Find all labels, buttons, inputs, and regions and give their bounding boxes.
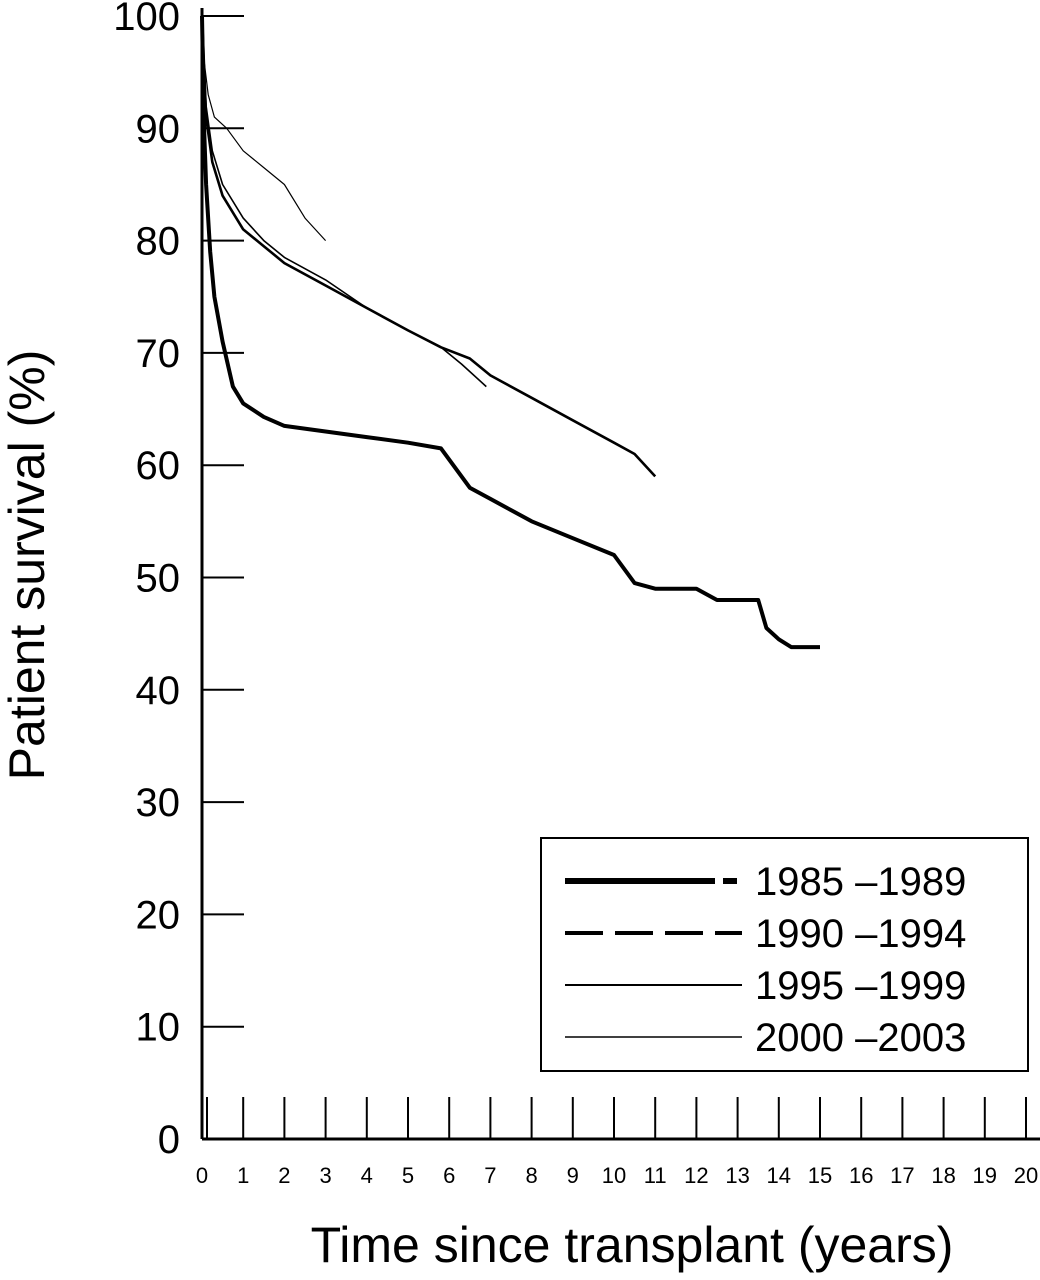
x-tick-label: 17 <box>890 1163 914 1188</box>
y-axis-ticks: 0 10 20 30 40 50 60 70 80 90 100 <box>113 0 244 1162</box>
x-tick-label: 6 <box>443 1163 455 1188</box>
y-tick-label: 80 <box>136 220 181 264</box>
y-tick-label: 100 <box>113 0 180 39</box>
x-tick-label: 11 <box>644 1163 667 1188</box>
y-tick-label: 30 <box>136 781 181 825</box>
x-tick-label: 14 <box>767 1163 791 1188</box>
x-tick-label: 18 <box>931 1163 955 1188</box>
x-tick-label: 10 <box>602 1163 626 1188</box>
legend-label-4: 2000 –2003 <box>755 1016 966 1060</box>
axes <box>200 8 1040 1141</box>
series-line-4 <box>201 15 327 242</box>
x-axis-ticks: 0 1 2 3 4 5 6 7 8 9 10 11 12 13 14 15 16 17 18 19 20 <box>196 1097 1038 1188</box>
x-tick-label: 3 <box>319 1163 331 1188</box>
x-axis-title: Time since transplant (years) <box>311 1217 954 1273</box>
y-tick-label: 10 <box>136 1006 181 1050</box>
y-tick-label: 20 <box>136 893 181 937</box>
x-tick-label: 7 <box>484 1163 496 1188</box>
y-axis-title: Patient survival (%) <box>0 350 55 781</box>
y-tick-label: 0 <box>158 1118 180 1162</box>
legend-box <box>540 837 1029 1072</box>
y-tick-label: 90 <box>136 107 181 151</box>
legend-label-2: 1990 –1994 <box>755 912 966 956</box>
x-tick-label: 13 <box>725 1163 749 1188</box>
legend-label-3: 1995 –1999 <box>755 964 966 1008</box>
legend-label-1: 1985 –1989 <box>755 860 966 904</box>
y-tick-label: 40 <box>136 669 181 713</box>
y-tick-label: 50 <box>136 557 181 601</box>
x-tick-label: 1 <box>237 1163 249 1188</box>
legend: 1985 –1989 1990 –1994 1995 –1999 2000 –2003 <box>540 837 1029 1072</box>
x-tick-label: 5 <box>402 1163 414 1188</box>
x-tick-label: 4 <box>361 1163 373 1188</box>
x-tick-label: 9 <box>567 1163 579 1188</box>
x-tick-label: 8 <box>525 1163 537 1188</box>
x-tick-label: 2 <box>278 1163 290 1188</box>
x-tick-label: 20 <box>1014 1163 1038 1188</box>
x-tick-label: 0 <box>196 1163 208 1188</box>
x-tick-label: 16 <box>849 1163 873 1188</box>
y-tick-label: 70 <box>136 332 181 376</box>
x-tick-label: 15 <box>808 1163 832 1188</box>
x-tick-label: 19 <box>973 1163 997 1188</box>
x-tick-label: 12 <box>684 1163 708 1188</box>
y-tick-label: 60 <box>136 444 181 488</box>
series-lines <box>200 15 820 650</box>
series-line-3 <box>201 15 487 388</box>
series-line-1 <box>200 15 820 650</box>
